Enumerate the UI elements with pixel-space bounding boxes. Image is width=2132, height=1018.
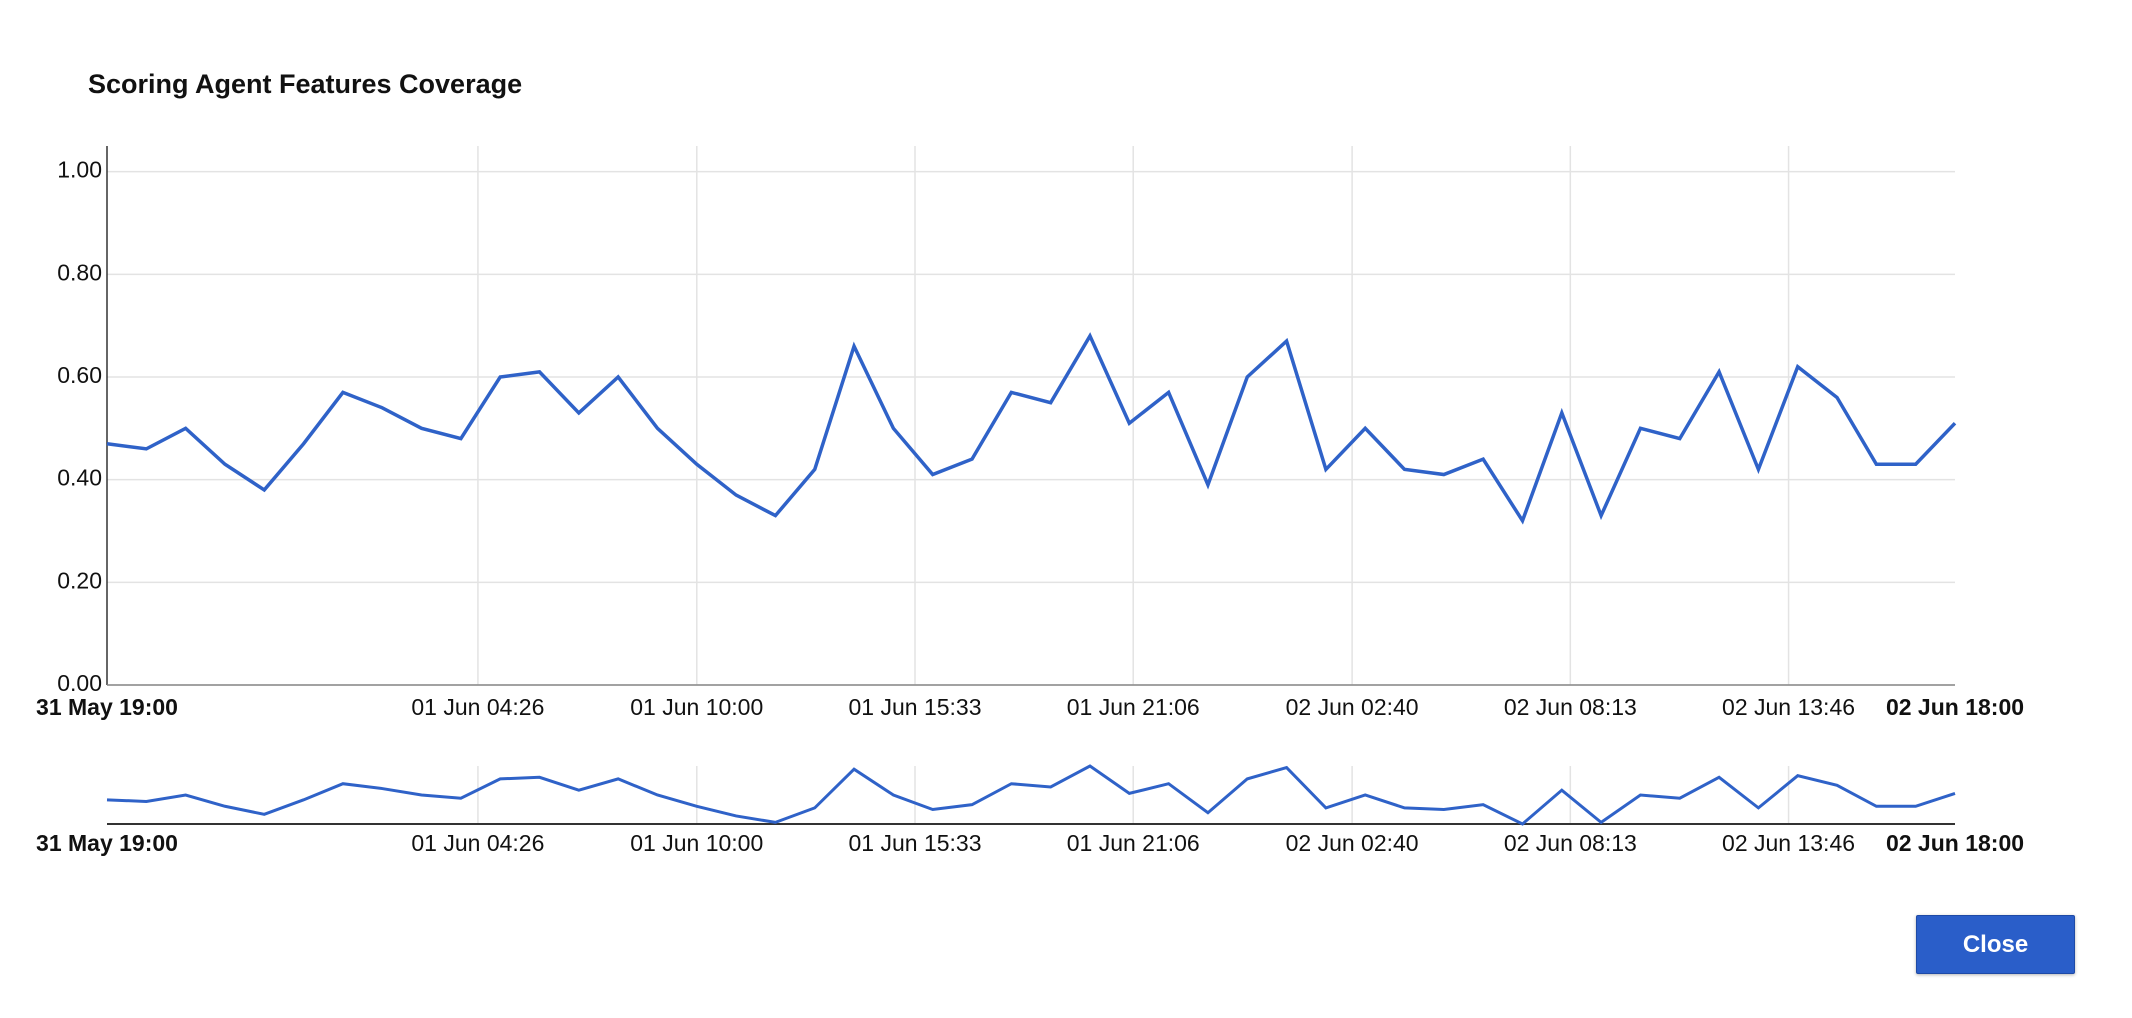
navigator-tick-label: 01 Jun 15:33 bbox=[849, 830, 982, 856]
y-tick-label: 0.40 bbox=[57, 465, 102, 491]
navigator-tick-label: 02 Jun 13:46 bbox=[1722, 830, 1855, 856]
series-line bbox=[106, 332, 1957, 525]
y-tick-label: 0.00 bbox=[57, 670, 102, 696]
y-tick-label: 0.60 bbox=[57, 362, 102, 388]
y-tick-label: 0.80 bbox=[57, 259, 102, 285]
navigator-tick-label: 02 Jun 08:13 bbox=[1504, 830, 1637, 856]
navigator-tick-label: 01 Jun 21:06 bbox=[1067, 830, 1200, 856]
x-tick-label: 01 Jun 04:26 bbox=[411, 694, 544, 720]
y-tick-label: 1.00 bbox=[57, 157, 102, 183]
chart-title: Scoring Agent Features Coverage bbox=[88, 69, 522, 99]
navigator-tick-label: 01 Jun 04:26 bbox=[411, 830, 544, 856]
navigator-tick-label: 02 Jun 18:00 bbox=[1886, 830, 2024, 856]
navigator-tick-label: 31 May 19:00 bbox=[36, 830, 178, 856]
close-button[interactable]: Close bbox=[1916, 915, 2075, 974]
x-tick-label: 02 Jun 02:40 bbox=[1286, 694, 1419, 720]
navigator-tick-label: 02 Jun 02:40 bbox=[1286, 830, 1419, 856]
x-tick-label: 01 Jun 15:33 bbox=[849, 694, 982, 720]
x-tick-label: 02 Jun 13:46 bbox=[1722, 694, 1855, 720]
x-tick-label: 02 Jun 08:13 bbox=[1504, 694, 1637, 720]
x-tick-label: 01 Jun 10:00 bbox=[630, 694, 763, 720]
y-tick-label: 0.20 bbox=[57, 567, 102, 593]
x-tick-label: 02 Jun 18:00 bbox=[1886, 694, 2024, 720]
navigator-tick-label: 01 Jun 10:00 bbox=[630, 830, 763, 856]
x-tick-label: 31 May 19:00 bbox=[36, 694, 178, 720]
navigator-line bbox=[106, 764, 1956, 826]
x-tick-label: 01 Jun 21:06 bbox=[1067, 694, 1200, 720]
